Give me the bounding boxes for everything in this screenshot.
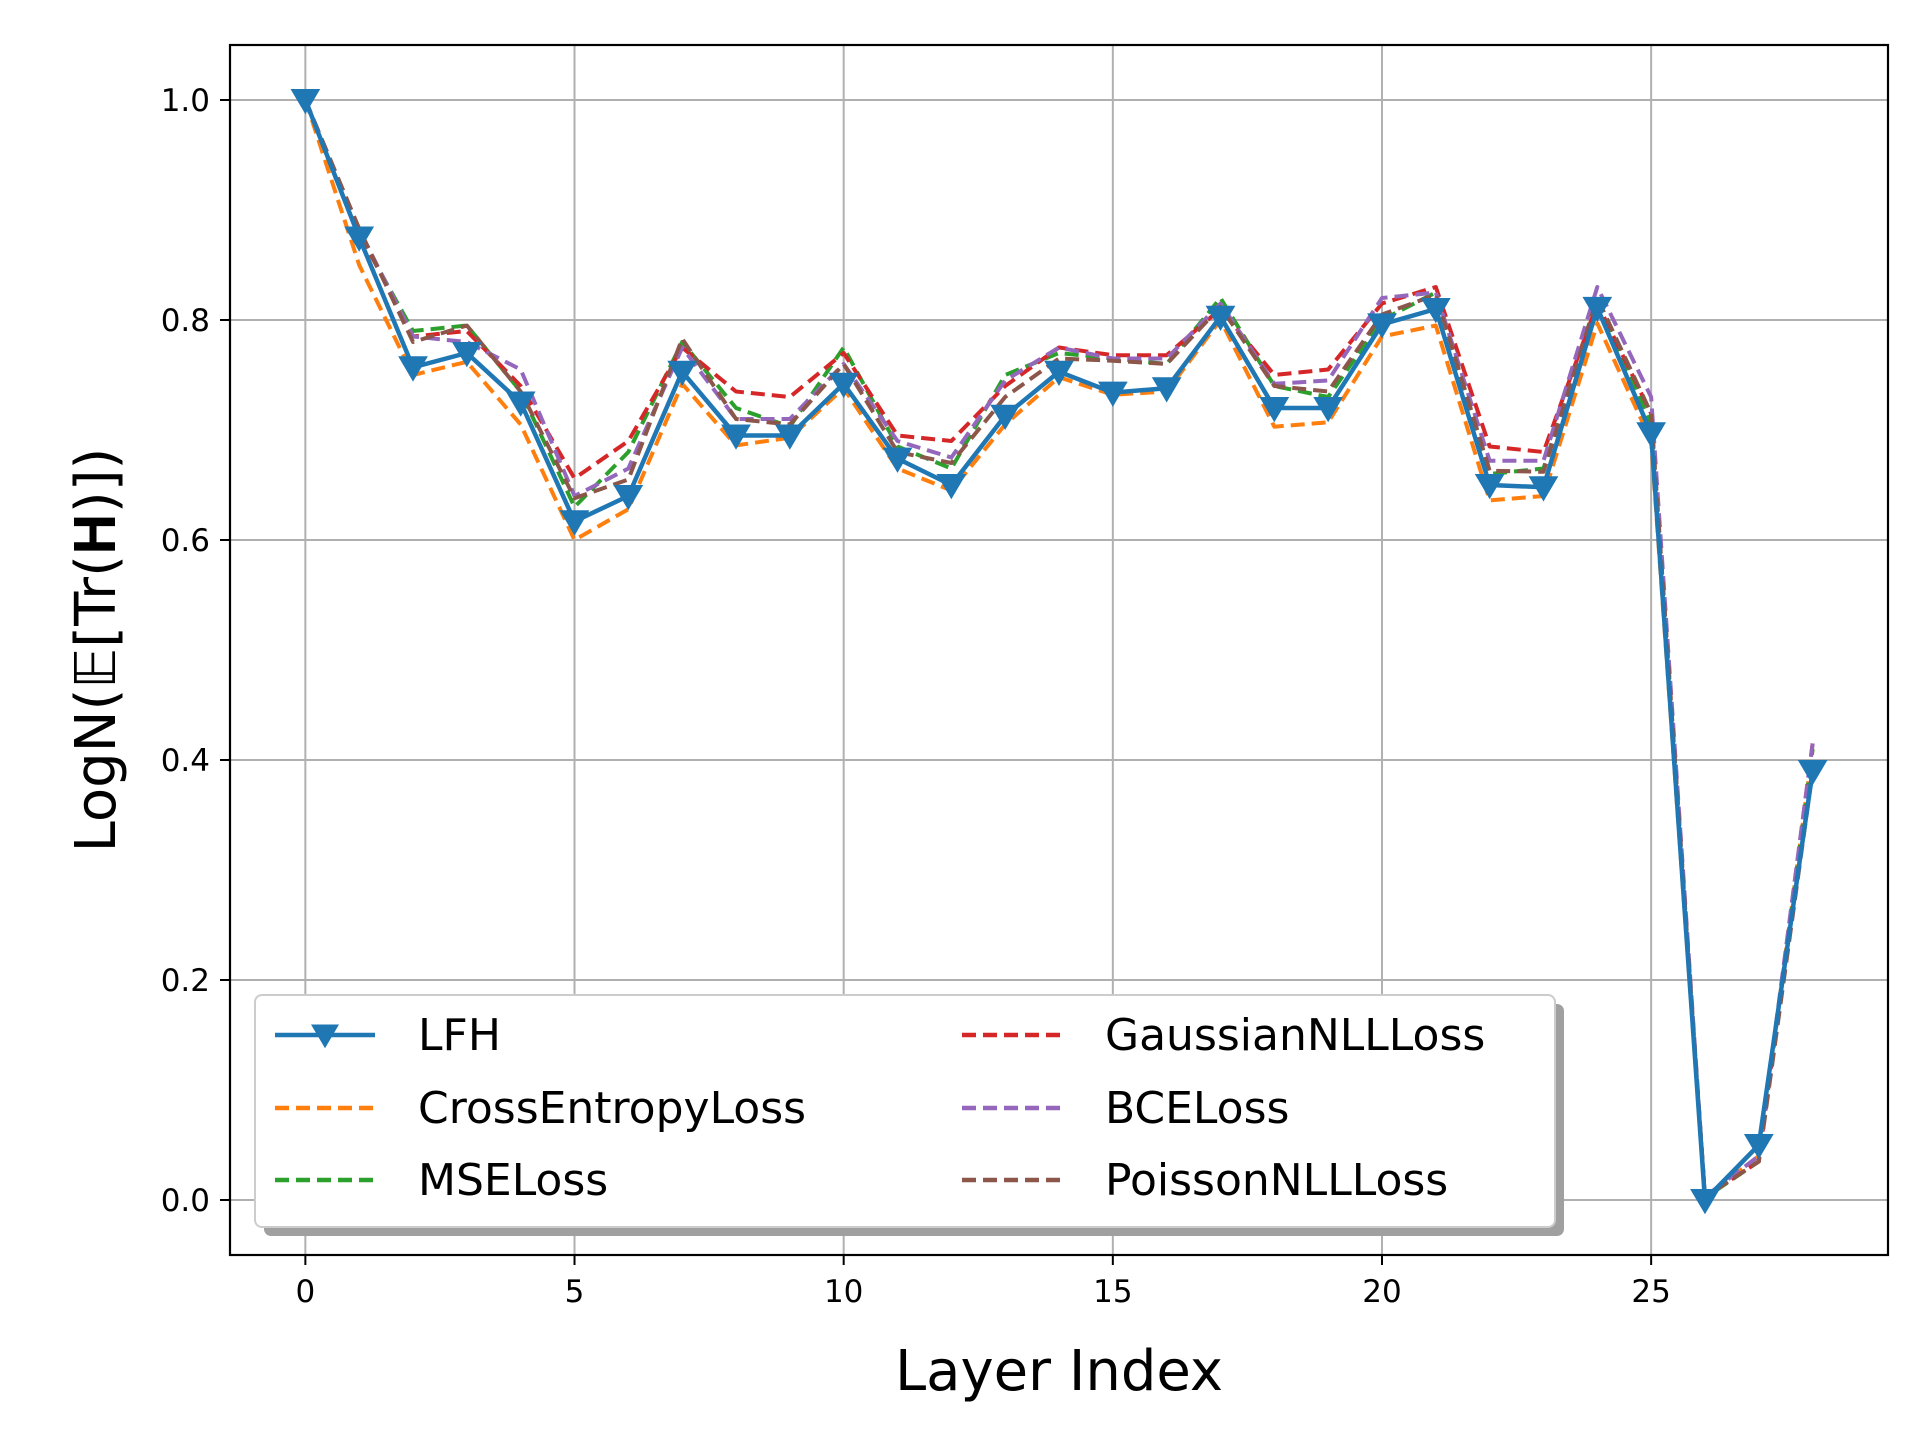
data-point — [1636, 422, 1667, 448]
data-point — [290, 89, 321, 115]
x-tick-label: 5 — [565, 1274, 585, 1310]
data-point — [1205, 305, 1236, 331]
legend-item: PoissonNLLLoss — [962, 1155, 1448, 1206]
x-tick-label: 25 — [1631, 1274, 1670, 1310]
data-point — [1743, 1134, 1774, 1160]
legend-item: LFH — [275, 1010, 501, 1061]
series-layer — [290, 89, 1828, 1215]
y-tick-label: 0.4 — [161, 743, 210, 779]
data-point — [990, 404, 1021, 430]
plot-frame — [228, 43, 1890, 1257]
data-point — [344, 226, 375, 252]
y-tick-label: 0.6 — [161, 523, 210, 559]
data-point — [1151, 377, 1182, 403]
legend-box — [254, 994, 1556, 1228]
legend-label: GaussianNLLLoss — [1105, 1010, 1485, 1061]
legend-label: BCELoss — [1105, 1083, 1289, 1134]
data-point — [1313, 397, 1344, 423]
data-point — [1797, 760, 1828, 786]
y-tick-label: 0.0 — [161, 1183, 210, 1219]
data-point — [1097, 381, 1128, 407]
data-point — [828, 372, 859, 399]
data-point — [882, 447, 913, 473]
series-line — [303, 99, 1815, 1199]
y-tick-label: 0.2 — [161, 963, 210, 999]
series-LFH — [290, 89, 1828, 1215]
data-point — [721, 424, 751, 450]
data-point — [1582, 296, 1613, 323]
legend-label: LFH — [418, 1010, 501, 1061]
series-line — [303, 99, 1815, 1200]
data-point — [398, 356, 428, 382]
legend-marker — [311, 1024, 339, 1049]
data-point — [505, 391, 536, 417]
data-point — [1420, 298, 1451, 324]
data-point — [613, 485, 644, 511]
x-tick-label: 20 — [1362, 1274, 1401, 1310]
legend-item: GaussianNLLLoss — [962, 1010, 1485, 1061]
legend-item: BCELoss — [962, 1083, 1289, 1134]
data-point — [667, 360, 698, 386]
data-point — [1044, 360, 1074, 386]
series-PoissonNLLLoss — [303, 99, 1815, 1199]
data-point — [936, 474, 967, 500]
y-axis-label: LogN(𝔼[Tr(𝐇)]) — [64, 448, 129, 853]
y-tick-label: 1.0 — [161, 83, 210, 119]
legend-item: MSELoss — [275, 1155, 608, 1206]
x-tick-label: 0 — [295, 1274, 315, 1310]
data-point — [1367, 313, 1397, 339]
series-line — [303, 99, 1815, 1199]
legend: LFH CrossEntropyLoss MSELoss GaussianNLLLos… — [254, 994, 1564, 1236]
axis-ticks: 0 5 10 15 20 25 0.0 0.2 0.4 0.6 0.8 1.0 — [161, 83, 1671, 1310]
series-GaussianNLLLoss — [303, 99, 1815, 1199]
legend-label: MSELoss — [418, 1155, 608, 1206]
data-point — [1528, 476, 1559, 502]
series-line — [303, 99, 1815, 1199]
legend-label: CrossEntropyLoss — [418, 1083, 806, 1134]
data-point — [774, 424, 805, 450]
legend-label: PoissonNLLLoss — [1105, 1155, 1448, 1206]
data-point — [1474, 474, 1505, 500]
x-axis-label: Layer Index — [895, 1339, 1223, 1404]
series-BCELoss — [303, 99, 1815, 1199]
series-CrossEntropyLoss — [303, 99, 1815, 1200]
legend-item: CrossEntropyLoss — [275, 1083, 806, 1134]
x-tick-label: 10 — [824, 1274, 863, 1310]
x-tick-label: 15 — [1093, 1274, 1132, 1310]
data-point — [559, 510, 590, 536]
data-point — [451, 342, 482, 368]
data-point — [1259, 397, 1290, 423]
y-tick-label: 0.8 — [161, 303, 210, 339]
data-point — [1690, 1189, 1720, 1215]
